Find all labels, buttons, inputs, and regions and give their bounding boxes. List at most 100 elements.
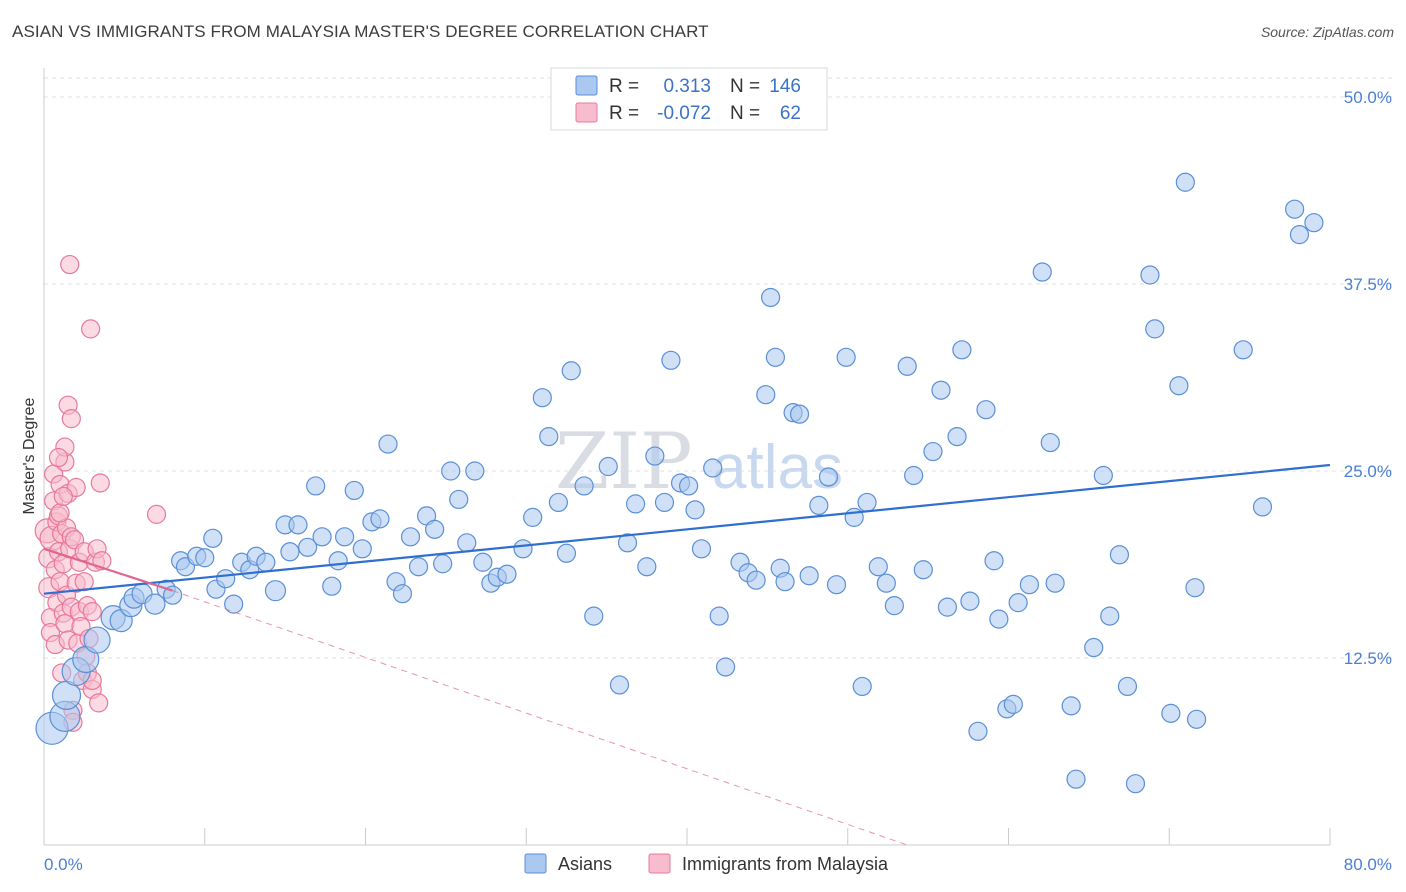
asian-point <box>457 533 477 553</box>
legend-n-label-1: N = <box>730 76 760 97</box>
asian-point <box>312 527 332 547</box>
asian-point <box>1003 694 1023 714</box>
asian-point <box>465 461 485 481</box>
x-tick-label-max: 80.0% <box>1344 855 1392 874</box>
asian-point <box>163 585 183 605</box>
asian-point <box>556 543 577 563</box>
asian-trend-line <box>43 463 1331 595</box>
asian-point <box>904 465 924 486</box>
asian-point <box>1061 696 1081 716</box>
asian-point <box>548 492 569 513</box>
asian-point <box>1304 213 1324 233</box>
asian-point <box>637 557 657 577</box>
asian-point <box>370 509 390 529</box>
malaysia-point <box>53 486 73 507</box>
asian-point <box>322 576 342 596</box>
asian-point <box>280 542 300 562</box>
asian-point <box>539 426 559 447</box>
asian-point <box>715 657 736 677</box>
asian-point <box>609 675 630 695</box>
asian-point <box>976 400 996 420</box>
asian-point <box>425 519 445 539</box>
y-tick-label: 25.0% <box>1344 462 1392 481</box>
asian-point <box>760 287 781 308</box>
trend-lines <box>43 463 1331 846</box>
asian-point <box>868 557 888 577</box>
asian-point <box>765 347 786 367</box>
asian-point <box>1289 225 1310 245</box>
asian-point <box>937 597 958 617</box>
asian-point <box>256 552 276 572</box>
asian-point <box>1109 545 1130 565</box>
asian-point <box>931 380 951 400</box>
legend-r-value-2: -0.072 <box>657 103 711 124</box>
bottom-legend: Asians Immigrants from Malaysia <box>524 853 889 874</box>
asian-point <box>216 569 236 589</box>
asian-point <box>1084 637 1104 658</box>
asian-point <box>344 480 364 501</box>
legend-box: R = 0.313 N = 146 R = -0.072 N = 62 <box>550 67 828 131</box>
asian-point <box>1125 774 1146 794</box>
asian-point <box>685 500 705 520</box>
asian-point <box>1045 573 1065 593</box>
asian-point <box>195 548 215 568</box>
y-tick-label: 50.0% <box>1344 88 1392 107</box>
watermark-atlas: atlas <box>712 433 843 502</box>
asian-point <box>897 356 917 376</box>
chart-source: Source: ZipAtlas.com <box>1260 24 1394 40</box>
bottom-legend-malaysia: Immigrants from Malaysia <box>682 854 889 874</box>
malaysia-point <box>146 504 167 524</box>
asian-point <box>1175 172 1195 192</box>
asian-point <box>513 539 533 559</box>
bottom-legend-swatch-malaysia <box>648 853 671 874</box>
asian-point <box>809 495 829 516</box>
y-tick-label: 12.5% <box>1344 649 1392 668</box>
y-tick-label: 37.5% <box>1344 275 1392 294</box>
asian-point <box>328 551 348 571</box>
malaysia-point <box>60 254 80 275</box>
asian-point <box>598 456 618 477</box>
asian-point <box>408 557 429 577</box>
legend-n-label-2: N = <box>730 103 760 124</box>
asian-point <box>1233 340 1253 360</box>
asian-point <box>852 676 872 697</box>
asian-point <box>913 560 933 580</box>
asian-point <box>625 494 646 514</box>
asian-point <box>1008 593 1028 613</box>
asian-point <box>947 426 967 447</box>
asian-point <box>952 340 972 360</box>
asian-point <box>584 606 604 626</box>
asian-point <box>746 570 766 590</box>
bottom-legend-asians: Asians <box>558 854 612 874</box>
malaysia-point <box>90 473 110 493</box>
asian-point <box>298 537 318 557</box>
asian-point <box>826 575 847 595</box>
asian-point <box>497 564 517 584</box>
asian-point <box>884 596 904 616</box>
asian-point <box>203 528 223 548</box>
asian-point <box>756 385 776 405</box>
legend-swatch-asians <box>575 75 598 96</box>
malaysia-trend-line <box>43 547 173 592</box>
asian-point <box>1066 769 1086 789</box>
asian-point <box>968 721 988 741</box>
asian-point <box>775 572 795 592</box>
asian-point <box>1285 199 1305 219</box>
asian-point <box>473 552 493 572</box>
y-tick-labels: 12.5% 25.0% 37.5% 50.0% <box>1344 88 1392 668</box>
asian-point <box>679 476 699 496</box>
asian-point <box>306 476 326 496</box>
asian-point <box>224 594 244 614</box>
malaysia-point <box>81 319 101 339</box>
asian-point <box>400 527 421 547</box>
asian-point <box>789 404 810 424</box>
asian-point <box>1100 606 1120 626</box>
asian-point <box>1140 265 1160 285</box>
asian-point <box>691 539 712 559</box>
malaysia-point <box>89 693 109 713</box>
malaysia-trend-extension <box>172 590 908 846</box>
legend-r-label-2: R = <box>609 103 639 124</box>
malaysia-point <box>61 409 81 429</box>
chart-title: ASIAN VS IMMIGRANTS FROM MALAYSIA MASTER… <box>12 22 709 41</box>
